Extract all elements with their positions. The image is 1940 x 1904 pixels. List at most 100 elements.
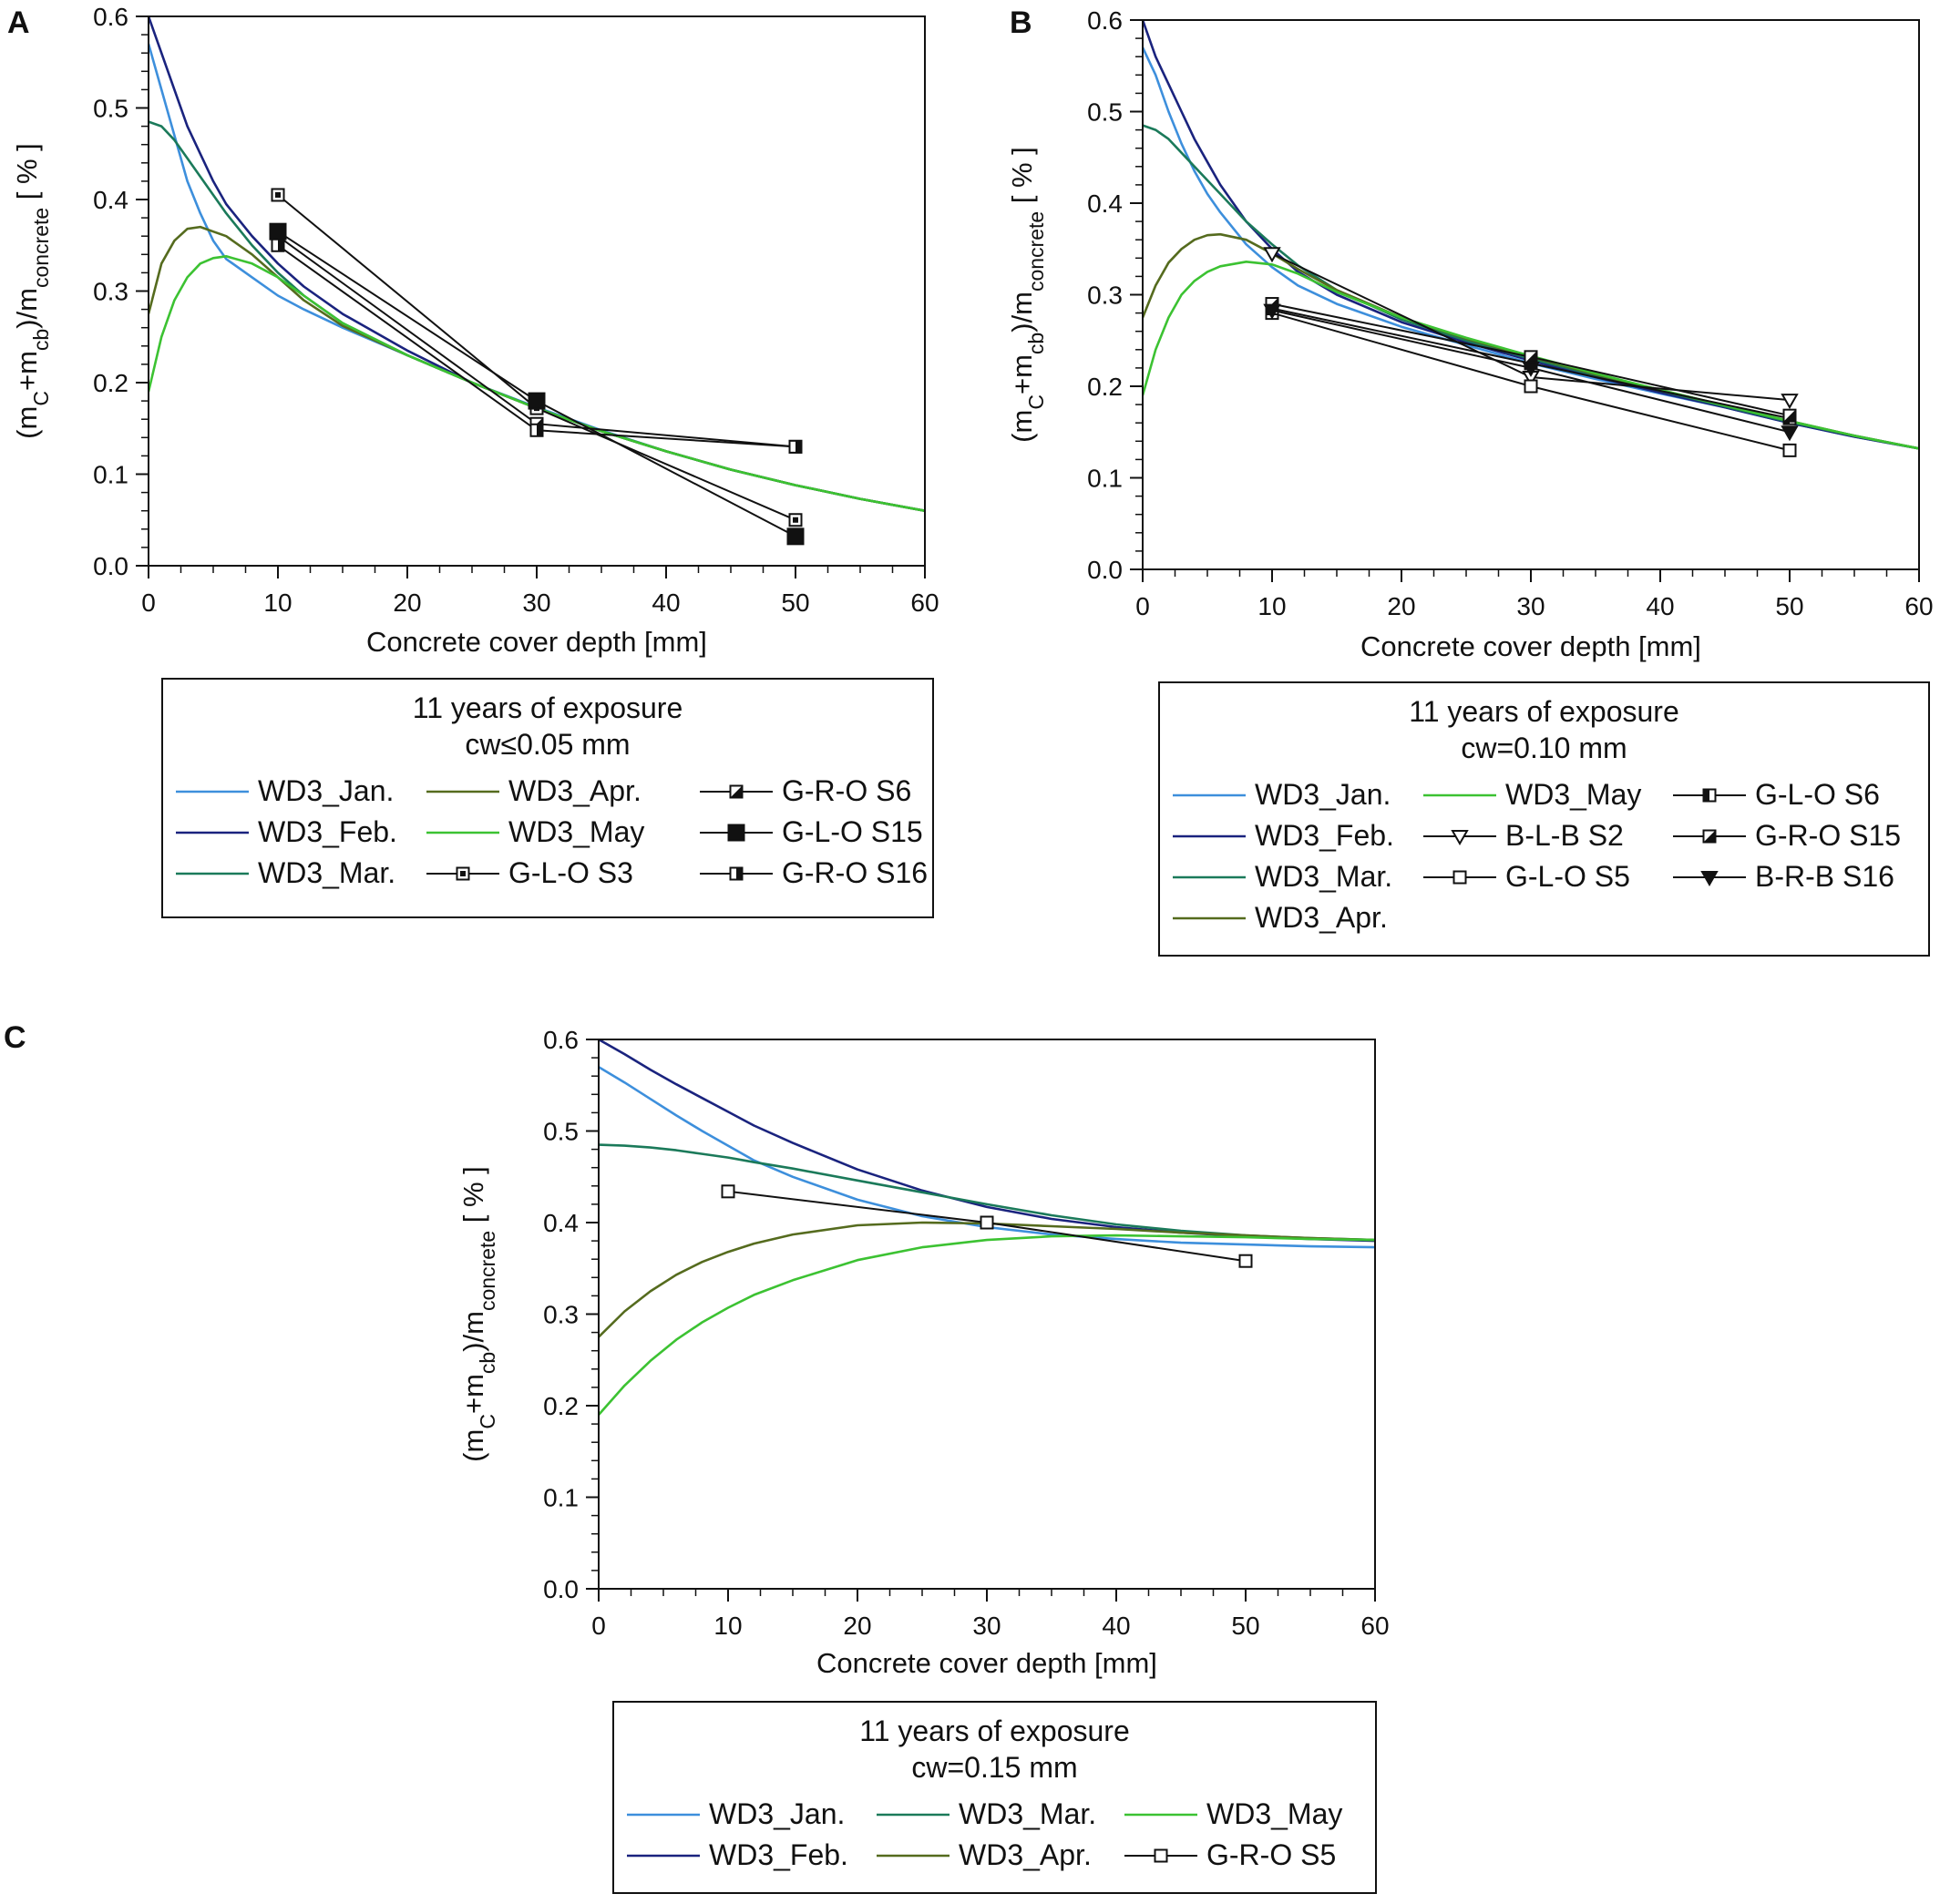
series-g-r-o-s6 <box>271 229 803 454</box>
legend-label: B-R-B S16 <box>1755 860 1894 893</box>
legend-title: 11 years of exposure <box>413 691 683 724</box>
x-tick-label: 10 <box>263 589 292 617</box>
y-axis-label-part: C <box>1024 394 1048 410</box>
legend-label: WD3_Apr. <box>1255 901 1388 934</box>
data-point-b-r-b-s16 <box>1522 361 1540 377</box>
legend-label: G-L-O S6 <box>1755 778 1880 811</box>
y-tick-label: 0.5 <box>1087 98 1123 127</box>
x-tick-label: 50 <box>1231 1612 1259 1640</box>
legend-title: 11 years of exposure <box>859 1715 1129 1747</box>
legend-box <box>612 1701 1377 1894</box>
legend-item-b-l-b-s2: B-L-B S2 <box>1423 819 1624 852</box>
y-axis-label-part: concrete <box>29 208 53 288</box>
data-point-g-r-o-s16-fill <box>537 424 543 436</box>
y-axis-label-part: [ % ] <box>457 1166 489 1231</box>
series-line-wd3-mar <box>1143 124 1919 450</box>
x-tick-label: 40 <box>652 589 680 617</box>
legend-item-wd3-apr: WD3_Apr. <box>426 774 642 807</box>
data-point-b-r-b-s16 <box>1781 425 1799 442</box>
series-wd3-mar <box>149 120 925 512</box>
legend-label: G-L-O S5 <box>1505 860 1630 893</box>
legend-item-g-l-o-s5: G-L-O S5 <box>1423 860 1630 893</box>
series-line-wd3-mar <box>599 1143 1375 1242</box>
legend-marker-fill <box>1703 789 1709 802</box>
x-tick-label: 20 <box>843 1612 871 1640</box>
legend-item-g-r-o-s16: G-R-O S16 <box>700 856 928 889</box>
series-wd3-may <box>149 254 925 512</box>
legend-item-wd3-feb: WD3_Feb. <box>176 815 397 848</box>
legend-label: G-R-O S15 <box>1755 819 1901 852</box>
y-tick-label: 0.2 <box>543 1392 579 1420</box>
y-axis-label: (mC+mcb)/mconcrete [ % ] <box>11 143 53 439</box>
data-point-g-r-o-s5 <box>721 1184 735 1199</box>
y-axis-label-part: C <box>476 1414 499 1429</box>
legend-label: WD3_Mar. <box>258 856 395 889</box>
legend-label: WD3_Jan. <box>1255 778 1391 811</box>
data-point-g-l-o-s15 <box>786 527 805 546</box>
series-g-l-o-s15 <box>269 222 805 546</box>
data-point-g-r-o-s15-fill <box>1524 351 1537 363</box>
data-point-b-l-b-s2 <box>1263 247 1281 263</box>
y-axis-label-part: (m <box>457 1429 489 1462</box>
y-axis-label-part: )/m <box>11 288 43 329</box>
legend-marker-fill <box>730 785 743 798</box>
series-wd3-may <box>599 1234 1375 1416</box>
data-point-g-r-o-s5 <box>980 1215 994 1230</box>
series-wd3-mar <box>1143 124 1919 450</box>
legend-title: 11 years of exposure <box>1409 695 1678 728</box>
plot-frame <box>148 15 926 567</box>
legend-item-g-r-o-s5: G-R-O S5 <box>1124 1838 1336 1871</box>
legend-label: G-L-O S3 <box>508 856 633 889</box>
x-tick-label: 40 <box>1102 1612 1130 1640</box>
legend-item-g-l-o-s15: G-L-O S15 <box>700 815 923 848</box>
x-tick-label: 10 <box>713 1612 742 1640</box>
legend-label: WD3_May <box>508 815 644 848</box>
legend-item-wd3-mar: WD3_Mar. <box>176 856 395 889</box>
legend-box <box>1158 681 1930 957</box>
legend-item-wd3-jan: WD3_Jan. <box>176 774 394 807</box>
legend-item-wd3-apr: WD3_Apr. <box>877 1838 1092 1871</box>
x-tick-label: 0 <box>591 1612 606 1640</box>
series-line-wd3-apr <box>1143 232 1919 450</box>
x-tick-label: 20 <box>1387 592 1415 620</box>
legend-marker <box>1700 871 1719 887</box>
data-point-g-r-o-s5 <box>1238 1254 1253 1268</box>
series-line-wd3-mar <box>149 120 925 512</box>
legend-label: G-L-O S15 <box>782 815 923 848</box>
y-axis-label-part: concrete <box>1024 211 1048 292</box>
y-tick-label: 0.0 <box>93 552 128 580</box>
series-wd3-jan <box>149 43 925 512</box>
legend-item-wd3-may: WD3_May <box>1124 1797 1342 1830</box>
series-b-r-b-s16 <box>1263 303 1799 442</box>
x-axis-label: Concrete cover depth [mm] <box>1360 630 1701 662</box>
y-tick-label: 0.3 <box>543 1301 579 1329</box>
y-tick-label: 0.1 <box>93 461 128 489</box>
legend-marker-center <box>460 871 466 876</box>
y-axis-label-part: cb <box>29 329 53 351</box>
series-wd3-jan <box>599 1066 1375 1249</box>
plot-frame <box>1142 19 1920 570</box>
y-axis-label-part: cb <box>1024 333 1048 354</box>
y-axis-label-part: )/m <box>1006 292 1038 333</box>
legend-marker <box>1452 870 1467 885</box>
x-tick-label: 30 <box>972 1612 1001 1640</box>
x-axis-label: Concrete cover depth [mm] <box>816 1647 1157 1679</box>
legend-item-g-r-o-s6: G-R-O S6 <box>700 774 911 807</box>
y-tick-label: 0.6 <box>1087 6 1123 35</box>
y-tick-label: 0.0 <box>543 1575 579 1603</box>
legend-item-wd3-feb: WD3_Feb. <box>627 1838 848 1871</box>
y-tick-label: 0.4 <box>1087 189 1123 218</box>
y-tick-label: 0.1 <box>543 1484 579 1512</box>
legend-item-g-l-o-s3: G-L-O S3 <box>426 856 633 889</box>
legend-marker <box>1451 830 1469 846</box>
series-wd3-apr <box>1143 232 1919 450</box>
data-point-g-l-o-s15 <box>269 222 287 241</box>
data-point-g-l-o-s5 <box>1782 443 1797 457</box>
x-tick-label: 40 <box>1646 592 1674 620</box>
x-tick-label: 10 <box>1257 592 1286 620</box>
data-point-g-l-o-s3-center <box>793 517 798 523</box>
y-tick-label: 0.3 <box>93 278 128 306</box>
series-wd3-mar <box>599 1143 1375 1242</box>
data-point-g-r-o-s16-fill <box>796 440 802 453</box>
legend-title: cw=0.15 mm <box>911 1751 1077 1784</box>
